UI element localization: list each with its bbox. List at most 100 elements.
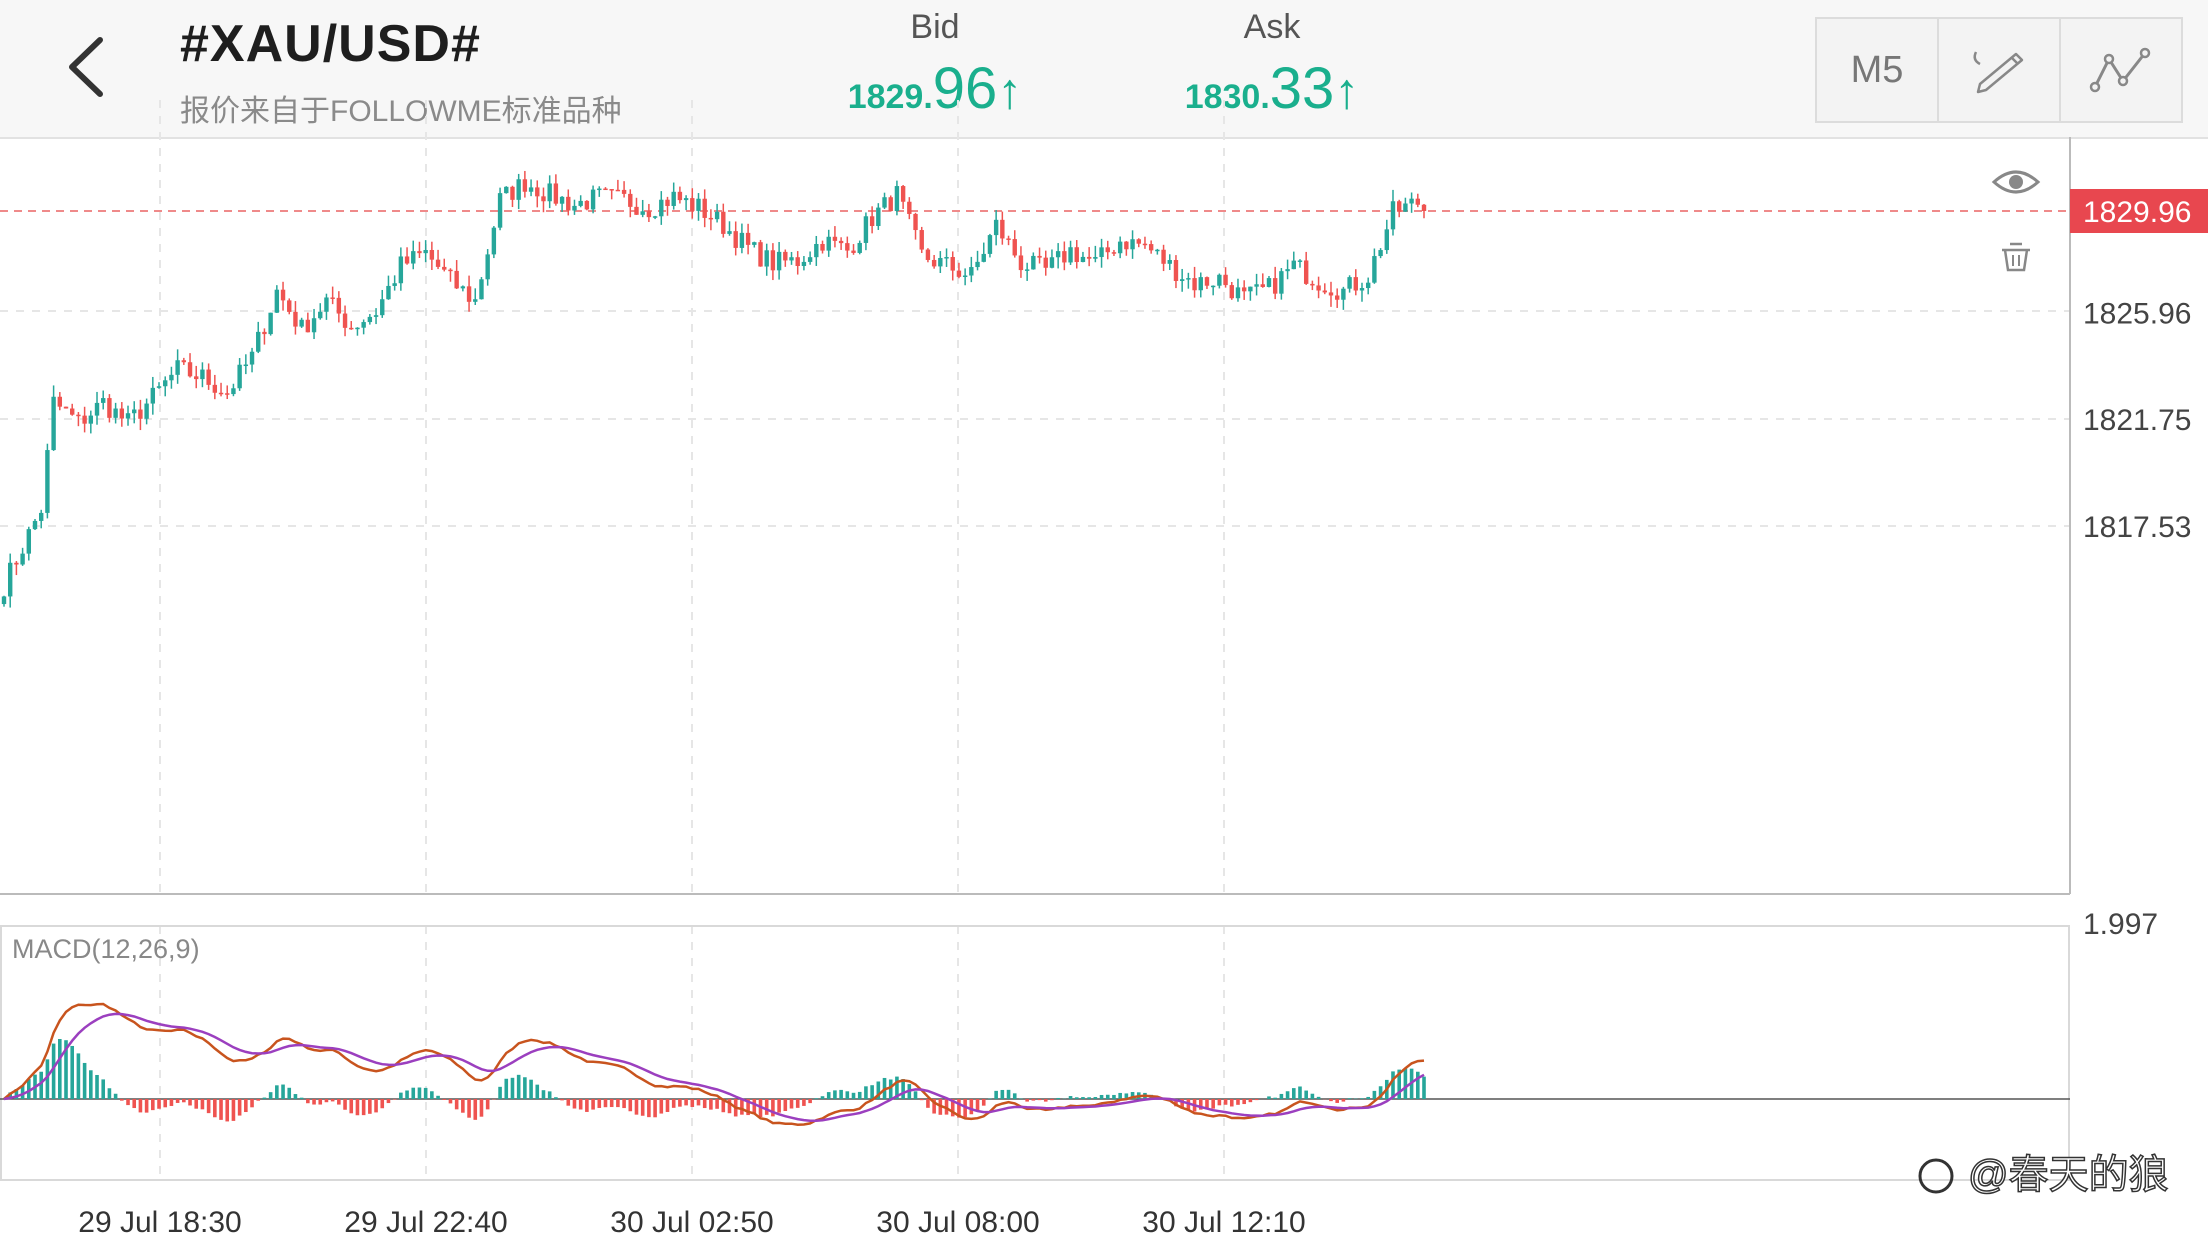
candle (987, 233, 993, 258)
candle-body (969, 267, 974, 276)
macd-histogram-bar (138, 1099, 143, 1113)
macd-histogram-bar (1397, 1069, 1401, 1099)
candle-body (466, 286, 472, 302)
macd-histogram-bar (287, 1087, 292, 1099)
macd-histogram-bar (256, 1099, 261, 1101)
macd-histogram-bar (1000, 1089, 1005, 1099)
candle (1372, 248, 1377, 284)
candle-body (39, 512, 44, 521)
candle-body (1204, 277, 1210, 286)
candle (603, 187, 608, 191)
macd-histogram-bar (523, 1077, 527, 1099)
candle-body (45, 450, 50, 513)
macd-histogram-bar (51, 1043, 56, 1099)
macd-histogram-bar (1273, 1097, 1277, 1099)
candle (181, 357, 187, 365)
timeframe-button[interactable]: M5 (1817, 19, 1939, 121)
candle-body (1372, 256, 1377, 283)
candle (547, 175, 552, 209)
back-button[interactable] (60, 32, 120, 102)
macd-histogram-bar (622, 1099, 626, 1109)
candle (671, 182, 676, 210)
macd-histogram-bar (436, 1095, 440, 1099)
macd-histogram-bar (764, 1099, 769, 1115)
macd-histogram-bar (1310, 1093, 1315, 1099)
candle (745, 223, 751, 255)
macd-histogram-bar (721, 1099, 726, 1113)
macd-histogram-bar (101, 1079, 106, 1099)
candle (1390, 189, 1396, 236)
macd-histogram-bar (200, 1099, 205, 1110)
candle-body (82, 415, 87, 424)
candle-body (1328, 292, 1334, 296)
candle (287, 298, 292, 315)
macd-histogram-bar (144, 1099, 149, 1113)
candle-body (1347, 277, 1352, 289)
trash-icon[interactable] (2002, 242, 2030, 272)
candle-body (1297, 260, 1303, 262)
candle-body (435, 259, 441, 267)
candle-body (504, 186, 509, 194)
candle (1235, 278, 1241, 302)
candle-body (1341, 288, 1346, 300)
macd-histogram-bar (1198, 1099, 1203, 1110)
macd-histogram-bar (1093, 1097, 1098, 1099)
candle (1378, 248, 1383, 259)
candle-body (1390, 201, 1396, 230)
candle (820, 240, 825, 254)
candle-body (448, 269, 453, 272)
macd-histogram-bar (684, 1099, 688, 1106)
macd-histogram-bar (275, 1085, 279, 1099)
candle-body (938, 258, 943, 267)
macd-histogram-bar (8, 1092, 13, 1099)
macd-histogram-bar (76, 1053, 81, 1099)
candle-body (1031, 255, 1036, 270)
candle-body (1099, 247, 1104, 258)
candle-body (752, 242, 757, 245)
candle-body (758, 242, 763, 267)
indicator-button[interactable] (2061, 19, 2181, 121)
candle (919, 226, 924, 254)
candle-body (392, 283, 397, 286)
macd-histogram-bar (175, 1099, 180, 1103)
eye-icon[interactable] (1991, 170, 2041, 194)
macd-histogram-bar (1329, 1099, 1333, 1102)
candle (1396, 199, 1402, 218)
candle (1155, 248, 1160, 255)
candle (838, 237, 844, 250)
candle (528, 179, 534, 197)
macd-histogram-bar (1223, 1099, 1228, 1105)
pencil-draw-icon (1973, 51, 2024, 94)
candle-body (900, 186, 906, 202)
candle-body (454, 270, 459, 289)
macd-histogram-bar (1056, 1097, 1060, 1099)
macd-histogram-bar (330, 1099, 335, 1102)
candle-body (721, 211, 726, 234)
candle (1192, 266, 1197, 298)
macd-histogram-bar (1081, 1097, 1085, 1099)
candle-body (845, 243, 850, 251)
candle (1241, 280, 1247, 300)
candle (1012, 230, 1017, 258)
candle (1365, 277, 1371, 295)
draw-tool-button[interactable] (1939, 19, 2061, 121)
macd-histogram-bar (876, 1081, 881, 1099)
candle-body (1291, 260, 1296, 270)
candle-body (256, 331, 261, 352)
candle (1031, 252, 1036, 270)
candle-body (200, 369, 205, 380)
candle-body (1136, 239, 1141, 244)
candle (342, 305, 348, 337)
candle (956, 262, 962, 279)
candle-body (429, 250, 435, 260)
macd-histogram-bar (163, 1099, 168, 1108)
candle (1142, 236, 1148, 249)
candle-body (696, 198, 701, 211)
macd-histogram-bar (746, 1099, 750, 1116)
macd-histogram-bar (1124, 1093, 1129, 1099)
candle-body (789, 257, 794, 261)
candle-body (26, 529, 32, 554)
candle-body (1415, 198, 1420, 205)
macd-histogram-bar (554, 1097, 558, 1099)
